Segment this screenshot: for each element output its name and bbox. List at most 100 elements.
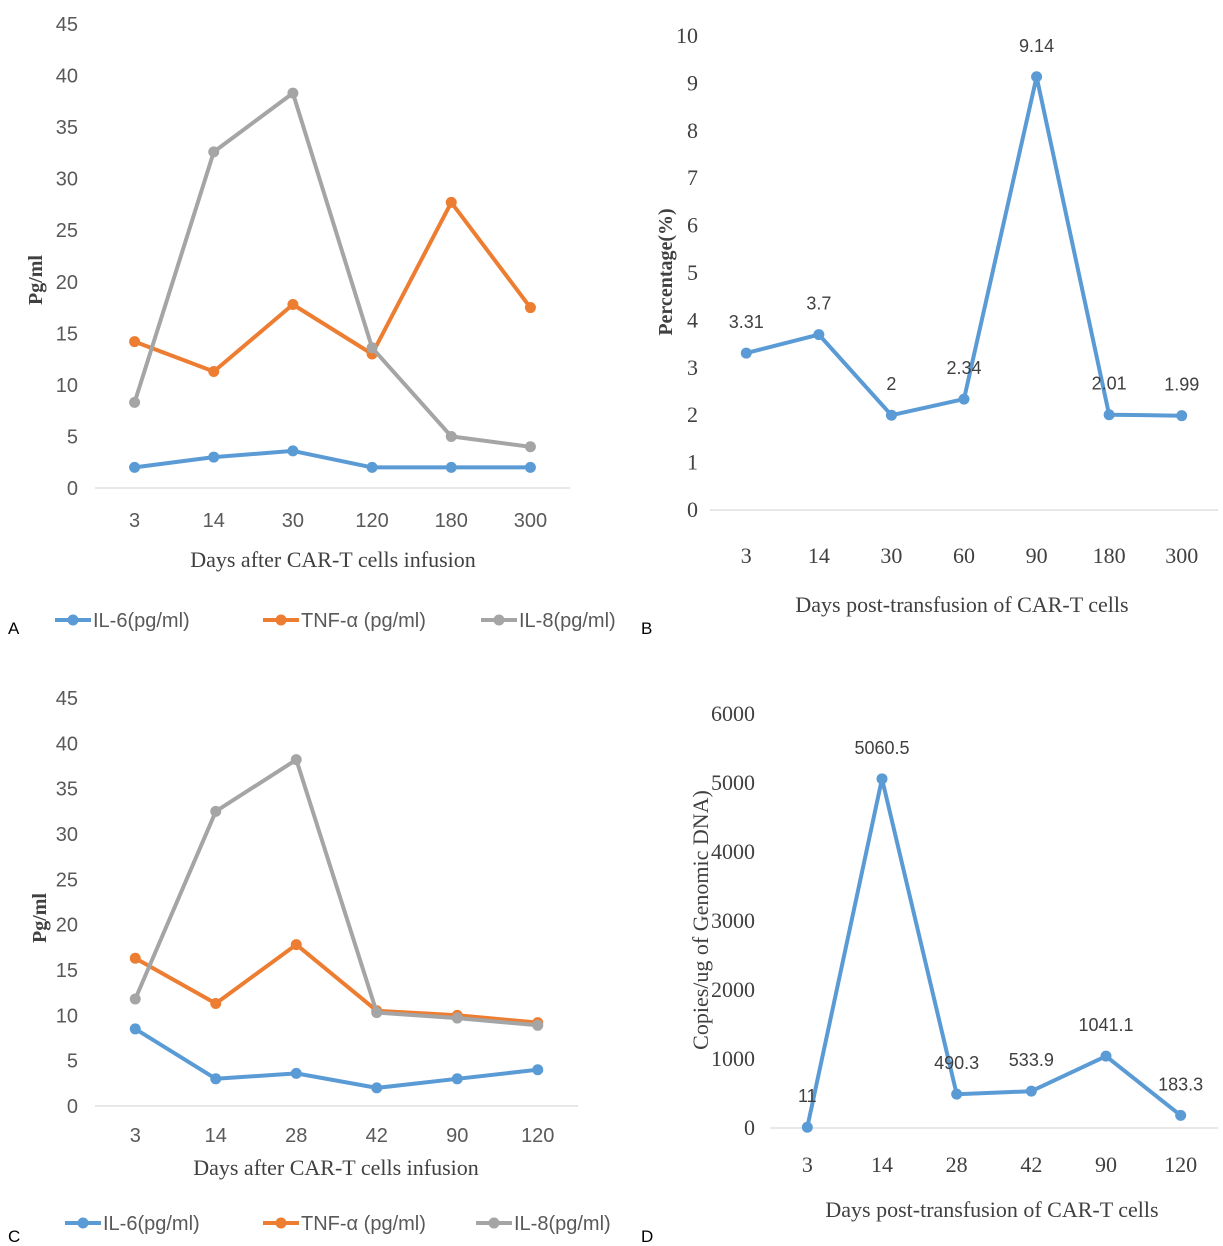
panel-a-data-point (208, 365, 220, 377)
panel-a-y-tick-label: 30 (56, 169, 78, 191)
panel-b-x-tick-label: 14 (808, 543, 830, 568)
panel-c-xlabel: Days after CAR-T cells infusion (193, 1155, 479, 1180)
panel-c-y-tick-label: 40 (56, 733, 78, 755)
panel-c-y-tick-label: 10 (56, 1005, 78, 1027)
panel-d-data-label: 1041.1 (1078, 1015, 1133, 1035)
panel-b-y-tick-label: 9 (687, 70, 698, 95)
panel-c-data-point (129, 993, 141, 1005)
panel-d-data-point (876, 773, 888, 785)
panel-c-ylabel: Pg/ml (29, 893, 51, 943)
panel-b-x-tick-label: 30 (880, 543, 902, 568)
panel-a-legend-marker (67, 614, 79, 626)
panel-a-x-tick-label: 300 (514, 510, 547, 532)
panel-b-data-point (885, 409, 897, 421)
panel-b-data-point (1103, 409, 1115, 421)
panel-d-y-tick-label: 6000 (711, 701, 755, 726)
panel-a-data-point (366, 342, 378, 354)
panel-c-y-tick-label: 35 (56, 779, 78, 801)
panel-b-data-label: 9.14 (1019, 36, 1054, 56)
panel-c-data-point (290, 939, 302, 951)
panel-d-y-tick-label: 4000 (711, 839, 755, 864)
panel-c-series-line (133, 757, 538, 1028)
panel-a-legend-marker (275, 614, 287, 626)
panel-a-data-point (366, 461, 378, 473)
panel-a-data-point (208, 146, 220, 158)
panel-b-chart: Percentage(%) Days post-transfusion of C… (641, 23, 1218, 638)
panel-a-data-point (287, 298, 299, 310)
panel-b-y-tick-label: 10 (676, 23, 698, 48)
panel-a-x-tick-label: 180 (435, 510, 468, 532)
panel-c-data-point (210, 998, 222, 1010)
panel-c-data-point (290, 1067, 302, 1079)
panel-c-data-point (371, 1082, 383, 1094)
panel-a-x-tick-label: 120 (355, 510, 388, 532)
panel-a-chart: Pg/ml Days after CAR-T cells infusion A … (8, 14, 616, 638)
panel-b-x-tick-label: 180 (1093, 543, 1126, 568)
panel-c-data-point (129, 1023, 141, 1035)
panel-c-y-tick-label: 25 (56, 869, 78, 891)
panel-b-data-point (813, 329, 825, 341)
panel-a-data-point (208, 451, 220, 463)
panel-c-series-line (134, 942, 538, 1025)
panel-b-data-label: 3.31 (729, 312, 764, 332)
panel-a-y-tick-label: 40 (56, 66, 78, 88)
panel-d-series-line (805, 776, 1182, 1128)
panel-a-series-line (133, 200, 532, 374)
panel-d-data-point (951, 1088, 963, 1100)
panel-a-y-tick-label: 5 (67, 426, 78, 448)
panel-a-y-tick-label: 45 (56, 14, 78, 36)
panel-c-data-point (210, 805, 222, 817)
panel-c-letter: C (8, 1227, 20, 1246)
panel-b-data-label: 3.7 (806, 294, 831, 314)
panel-a-data-point (287, 445, 299, 457)
panel-a-data-point (445, 430, 457, 442)
panel-c-chart: Pg/ml Days after CAR-T cells infusion C … (8, 688, 611, 1246)
panel-d-data-point (1100, 1050, 1112, 1062)
panel-a-data-point (524, 461, 536, 473)
panel-d-xlabel: Days post-transfusion of CAR-T cells (825, 1197, 1158, 1222)
panel-b-y-tick-label: 6 (687, 213, 698, 238)
panel-d-x-tick-label: 28 (946, 1152, 968, 1177)
panel-d-x-tick-label: 14 (871, 1152, 893, 1177)
panel-c-y-tick-label: 45 (56, 688, 78, 710)
panel-a-series-line (134, 448, 531, 470)
panel-d-ylabel: Copies/ug of Genomic DNA) (688, 790, 713, 1050)
panel-c-x-tick-label: 120 (521, 1125, 554, 1147)
panel-c-series-line (134, 1027, 539, 1090)
panel-c-y-tick-label: 5 (67, 1051, 78, 1073)
panel-b-x-tick-label: 3 (741, 543, 752, 568)
panel-b-y-tick-label: 8 (687, 118, 698, 143)
panel-c-legend-marker (275, 1217, 287, 1229)
panel-c-data-point (129, 952, 141, 964)
panel-a-x-tick-label: 14 (203, 510, 225, 532)
panel-c-data-point (532, 1064, 544, 1076)
panel-b-data-point (1176, 410, 1188, 422)
panel-c-y-tick-label: 0 (67, 1096, 78, 1118)
panel-c-data-point (451, 1073, 463, 1085)
panel-a-y-tick-label: 15 (56, 323, 78, 345)
panel-b-x-tick-label: 60 (953, 543, 975, 568)
panel-a-y-tick-label: 20 (56, 272, 78, 294)
panel-c-legend-marker (77, 1217, 89, 1229)
panel-b-y-tick-label: 2 (687, 402, 698, 427)
panel-b-y-tick-label: 1 (687, 450, 698, 475)
panel-a-legend-label: TNF-α (pg/ml) (301, 610, 426, 632)
panel-c-y-tick-label: 15 (56, 960, 78, 982)
panel-d-data-label: 533.9 (1009, 1050, 1054, 1070)
panel-b-y-tick-label: 0 (687, 497, 698, 522)
panel-a-x-tick-label: 30 (282, 510, 304, 532)
panel-c-x-tick-label: 42 (366, 1125, 388, 1147)
panel-a-y-tick-label: 35 (56, 117, 78, 139)
panel-d-y-tick-label: 0 (744, 1115, 755, 1140)
panel-a-y-tick-label: 0 (67, 478, 78, 500)
panel-b-letter: B (641, 619, 652, 638)
panel-a-x-tick-label: 3 (129, 510, 140, 532)
panel-b-y-tick-label: 7 (687, 165, 698, 190)
panel-b-data-point (740, 347, 752, 359)
panel-c-x-tick-label: 90 (446, 1125, 468, 1147)
panel-d-data-point (1175, 1109, 1187, 1121)
panel-d-y-tick-label: 5000 (711, 770, 755, 795)
panel-d-data-label: 490.3 (934, 1053, 979, 1073)
panel-a-legend-marker (493, 614, 505, 626)
panel-c-legend-label: TNF-α (pg/ml) (301, 1213, 426, 1235)
